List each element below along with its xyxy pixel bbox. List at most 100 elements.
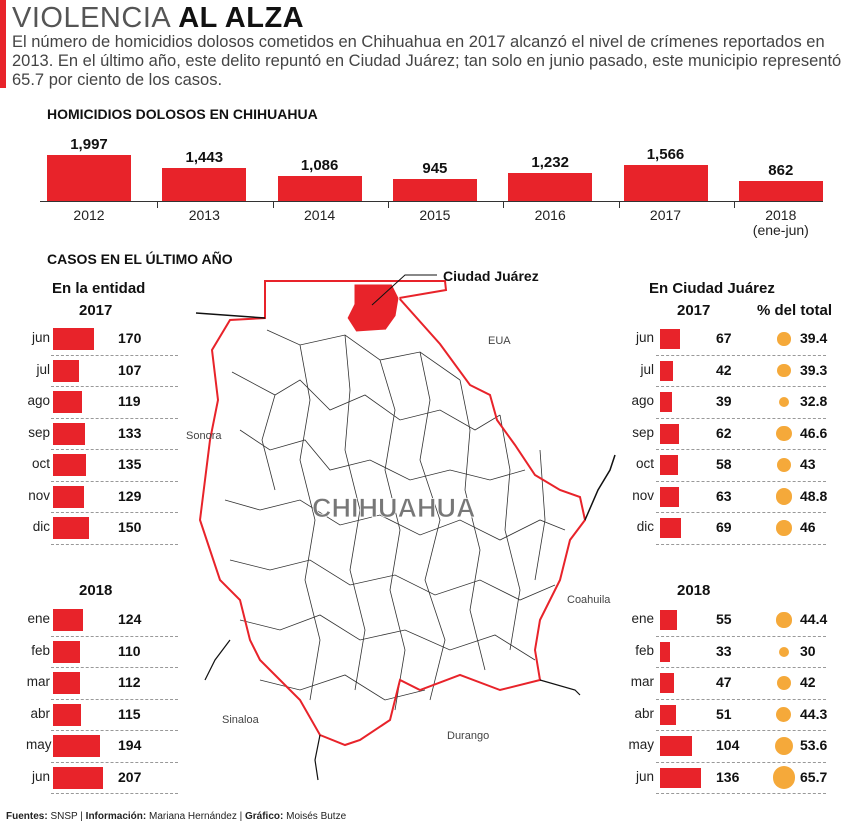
pct-circle (777, 332, 791, 346)
baseline (40, 201, 823, 202)
data-label: 150 (118, 519, 142, 535)
month-label: may (628, 737, 654, 752)
border-line-southwest (204, 639, 231, 681)
row-divider (51, 761, 178, 764)
data-label: 862 (768, 162, 794, 180)
data-label: 135 (118, 456, 142, 472)
data-label: 67 (716, 330, 732, 346)
row-divider (51, 635, 178, 638)
month-label: jun (635, 768, 654, 784)
page-subtitle: El número de homicidios dolosos cometido… (12, 33, 842, 89)
data-label: 42 (716, 361, 732, 378)
bar (660, 641, 671, 662)
data-label: 62 (716, 424, 732, 441)
label-eua: EUA (488, 335, 511, 347)
bar (660, 455, 678, 475)
row-divider (51, 480, 178, 483)
pct-circle (778, 396, 790, 408)
bar (53, 640, 80, 663)
credit-info: Mariana Hernández (149, 811, 237, 822)
data-label: 55 (716, 611, 732, 627)
bar (623, 164, 708, 201)
pct-label: 39.4 (800, 330, 828, 346)
pct-circle (772, 766, 796, 789)
bar (660, 673, 675, 693)
tick-mark (272, 201, 274, 208)
data-label: 115 (118, 705, 141, 722)
data-label: 1,443 (185, 148, 224, 166)
juarez-year-2017: 2017 (677, 302, 711, 319)
row-divider (51, 698, 178, 701)
bar (660, 736, 692, 756)
state-panel-title: En la entidad (52, 280, 146, 297)
bar (53, 454, 86, 476)
pct-circle (776, 706, 792, 722)
pct-label: 39.3 (800, 361, 828, 378)
row-divider (51, 417, 178, 420)
row-divider (656, 543, 826, 546)
state-year-2017: 2017 (79, 302, 113, 319)
row-divider (656, 417, 826, 420)
callout-label: Ciudad Juárez (443, 268, 539, 284)
bar (53, 485, 85, 508)
pct-circle (776, 612, 792, 628)
tick-label: 2012 (73, 207, 105, 223)
bar (53, 766, 103, 789)
bar (53, 672, 81, 694)
bar (162, 167, 247, 201)
month-label: dic (32, 519, 50, 534)
bar (660, 329, 681, 349)
credit-graphic-key: Gráfico: (245, 811, 284, 822)
data-label: 945 (422, 160, 448, 178)
month-label: oct (635, 456, 654, 471)
data-label: 129 (118, 487, 142, 504)
month-label: ene (631, 611, 654, 626)
month-label: feb (635, 642, 654, 658)
tick-label: 2014 (304, 207, 336, 223)
bar (47, 155, 131, 201)
tick-mark (503, 201, 505, 208)
row-divider (656, 354, 826, 357)
bar (392, 179, 477, 201)
title-light: VIOLENCIA (12, 2, 170, 34)
data-label: 39 (716, 393, 732, 409)
credit-graphic: Moisés Butze (286, 811, 347, 822)
month-label: jun (31, 768, 50, 784)
label-sonora: Sonora (186, 430, 222, 442)
bar (53, 422, 86, 445)
data-label: 207 (118, 768, 142, 785)
bar (660, 704, 676, 725)
tick-label: 2017 (649, 207, 682, 223)
data-label: 69 (716, 519, 732, 535)
row-divider (656, 730, 826, 732)
row-divider (656, 793, 826, 795)
row-divider (51, 512, 178, 514)
pct-label: 46 (800, 519, 816, 535)
accent-bar (0, 0, 6, 88)
state-border (198, 280, 587, 747)
month-label: sep (632, 424, 654, 440)
row-divider (656, 512, 826, 514)
pct-label: 30 (800, 642, 816, 659)
data-label: 136 (716, 768, 740, 785)
month-label: mar (26, 674, 50, 689)
pct-circle (779, 646, 789, 657)
row-divider (656, 698, 826, 701)
bar (53, 359, 79, 382)
pct-label: 46.6 (800, 424, 828, 441)
bar (660, 767, 702, 788)
border-line-southeast (539, 679, 581, 696)
section-title: CASOS EN EL ÚLTIMO AÑO (47, 251, 233, 267)
month-label: jul (640, 361, 654, 377)
pct-label: 42 (800, 674, 816, 690)
data-label: 51 (716, 705, 732, 722)
page-title: VIOLENCIA AL ALZA (12, 2, 304, 34)
state-year-2018: 2018 (79, 582, 113, 599)
label-sinaloa: Sinaloa (222, 714, 260, 726)
row-divider (656, 480, 826, 483)
bar (53, 517, 90, 539)
credit-info-key: Información: (85, 811, 147, 822)
bar (660, 610, 677, 630)
tick-label: 2016 (534, 207, 566, 223)
